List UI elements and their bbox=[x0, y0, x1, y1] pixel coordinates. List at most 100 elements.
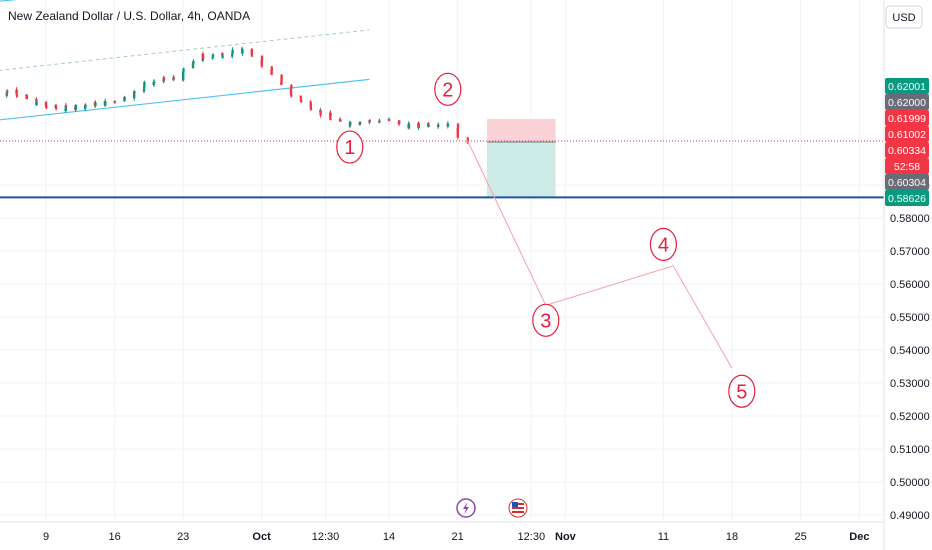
candle-body bbox=[221, 56, 224, 58]
wave-circle bbox=[649, 227, 678, 261]
chart-lines bbox=[0, 140, 884, 369]
candle-body bbox=[143, 81, 146, 87]
x-tick-label: 21 bbox=[451, 531, 463, 543]
wave-circle bbox=[532, 303, 560, 337]
lightning-icon[interactable] bbox=[456, 498, 476, 518]
price-tag-label: 0.61999 bbox=[888, 113, 926, 125]
candle-body bbox=[74, 104, 77, 109]
candle-body bbox=[6, 90, 9, 93]
wave-labels: 1 2 3 4 5 bbox=[336, 72, 756, 408]
price-tag-label: 52:58 bbox=[894, 161, 920, 173]
stop-loss-zone bbox=[487, 118, 556, 142]
y-tick-label: 0.57000 bbox=[890, 246, 930, 258]
x-tick-label: 12:30 bbox=[518, 531, 546, 543]
candle-body bbox=[319, 110, 322, 116]
currency-button[interactable]: USD bbox=[885, 5, 923, 29]
x-tick-label: 9 bbox=[43, 531, 49, 543]
wave-label: 3 bbox=[540, 310, 551, 332]
candle-body bbox=[182, 68, 185, 71]
price-tag-bg bbox=[885, 157, 929, 174]
candle-body bbox=[64, 105, 67, 110]
candle-body bbox=[192, 60, 195, 64]
candle-body bbox=[231, 49, 234, 53]
grid bbox=[0, 0, 884, 522]
y-tick-label: 0.58000 bbox=[890, 213, 930, 225]
candle-body bbox=[427, 125, 430, 127]
wave-label: 4 bbox=[658, 234, 669, 256]
candle-body bbox=[270, 66, 273, 71]
candle-body bbox=[348, 122, 352, 126]
wave-circle bbox=[728, 374, 756, 408]
y-tick-label: 0.50000 bbox=[890, 477, 930, 489]
candle-body bbox=[290, 95, 293, 97]
candle-body bbox=[182, 70, 185, 72]
price-tag: 0.60304 bbox=[885, 173, 929, 190]
price-tag-bg bbox=[885, 125, 929, 142]
x-tick-label: 16 bbox=[108, 531, 120, 543]
price-tag: 0.61002 bbox=[885, 125, 929, 142]
price-tag: 0.62001 bbox=[885, 77, 929, 94]
candle-body bbox=[260, 55, 264, 61]
candle-body bbox=[290, 84, 293, 89]
price-tag: 52:58 bbox=[885, 157, 929, 174]
candle-body bbox=[280, 74, 283, 82]
candle-body bbox=[339, 119, 342, 122]
candle-body bbox=[15, 89, 18, 95]
candle-body bbox=[250, 55, 254, 57]
candle-body bbox=[162, 77, 166, 81]
currency-label: USD bbox=[892, 12, 915, 24]
candle-body bbox=[300, 101, 303, 103]
candle-body bbox=[456, 123, 460, 131]
us-flag-icon[interactable] bbox=[508, 498, 528, 518]
x-tick-label: 23 bbox=[177, 531, 189, 543]
candle-body bbox=[299, 98, 303, 102]
candle-body bbox=[397, 122, 401, 125]
x-tick-label: Dec bbox=[849, 531, 869, 543]
price-tag-bg bbox=[885, 141, 929, 158]
candle-body bbox=[437, 124, 440, 126]
price-tag-bg bbox=[885, 109, 929, 126]
candle-body bbox=[64, 105, 68, 107]
candle-body bbox=[407, 123, 410, 125]
price-tag-bg bbox=[885, 173, 929, 190]
candle-body bbox=[123, 98, 126, 100]
candle-body bbox=[446, 123, 450, 127]
y-tick-label: 0.56000 bbox=[890, 279, 930, 291]
candle-body bbox=[329, 112, 332, 117]
x-tick-label: 25 bbox=[794, 531, 806, 543]
candle-body bbox=[182, 71, 185, 81]
wave-label: 5 bbox=[736, 381, 747, 403]
candle-body bbox=[35, 101, 38, 106]
price-tag-label: 0.60334 bbox=[888, 145, 926, 157]
wave-label: 2 bbox=[442, 79, 453, 101]
y-tick-label: 0.51000 bbox=[890, 444, 930, 456]
candle-body bbox=[358, 121, 362, 124]
price-tag: 0.61999 bbox=[885, 109, 929, 126]
price-tag-label: 0.62001 bbox=[888, 81, 926, 93]
channel-lower-line bbox=[0, 78, 370, 121]
y-tick-label: 0.55000 bbox=[890, 312, 930, 324]
price-tag-label: 0.62000 bbox=[888, 97, 926, 109]
candle-body bbox=[329, 116, 332, 121]
x-tick-label: 12:30 bbox=[312, 531, 340, 543]
candle-body bbox=[387, 118, 391, 120]
candle-body bbox=[84, 104, 87, 106]
x-tick-label: Nov bbox=[555, 531, 577, 543]
candle-body bbox=[15, 95, 19, 97]
candle-body bbox=[202, 56, 205, 59]
projection-path bbox=[466, 140, 733, 369]
x-axis: 9 16 23 Oct 12:30 14 21 12:30 Nov 11 18 25 Dec bbox=[0, 521, 884, 543]
candle-body bbox=[5, 93, 8, 96]
candle-body bbox=[289, 88, 293, 95]
wave-label: 1 bbox=[344, 137, 355, 159]
candle-body bbox=[133, 92, 136, 99]
price-tag-bg bbox=[885, 93, 929, 110]
candle-body bbox=[388, 119, 391, 121]
x-tick-label: 18 bbox=[726, 531, 738, 543]
candle-body bbox=[270, 70, 273, 75]
x-tick-label: 11 bbox=[658, 531, 669, 543]
candle-body bbox=[309, 108, 313, 111]
candle-body bbox=[260, 60, 263, 67]
candle-body bbox=[191, 62, 195, 69]
